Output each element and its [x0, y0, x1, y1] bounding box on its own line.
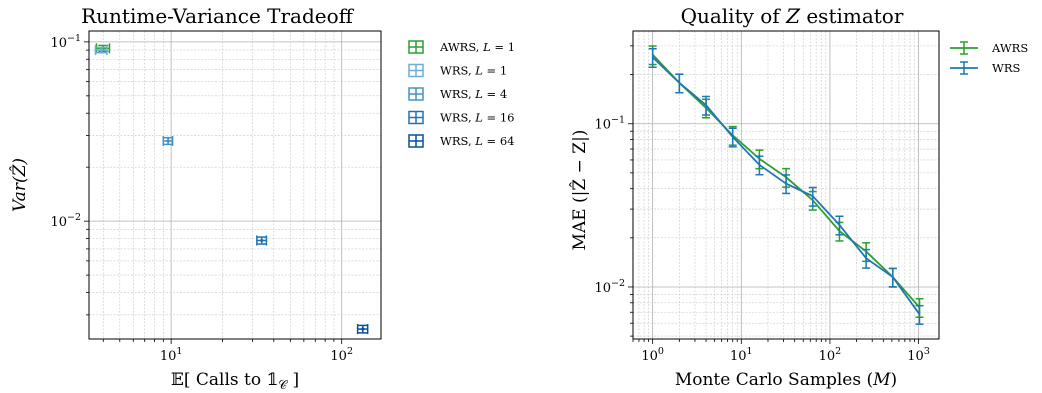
- right-x-tick-label: 100: [641, 346, 664, 364]
- right-error-bar-wrs: [862, 248, 871, 269]
- left-chart-ylabel: Var(Ẑ): [9, 158, 30, 212]
- left-point-marker: [260, 238, 264, 243]
- right-x-tick-label: 103: [907, 346, 930, 364]
- left-legend-label: WRS, L = 1: [440, 64, 507, 78]
- right-chart: Quality of Z estimator 100 101 102 10310−21…: [569, 4, 1028, 390]
- left-legend-label: WRS, L = 64: [440, 134, 515, 148]
- right-chart-ticks: 100 101 102 103 10−2 10−1: [594, 45, 930, 364]
- right-error-bar-wrs: [915, 304, 924, 325]
- left-x-tick-label: 102: [330, 346, 353, 364]
- left-legend-item-0: AWRS, L = 1: [408, 40, 515, 54]
- right-chart-grid: [632, 31, 939, 339]
- right-y-tick-label: 10−1: [594, 115, 625, 133]
- left-y-tick-label: 10−1: [50, 33, 81, 51]
- right-x-tick-label: 101: [730, 346, 753, 364]
- right-error-bar-wrs: [728, 127, 737, 148]
- left-legend-label: WRS, L = 16: [440, 111, 515, 125]
- left-legend-item-4: WRS, L = 64: [408, 134, 515, 148]
- right-legend-label: WRS: [992, 61, 1020, 75]
- right-legend-item-0: AWRS: [950, 41, 1028, 55]
- right-chart-ylabel: MAE (|Ẑ − Z|): [569, 130, 590, 251]
- left-point-marker: [361, 327, 365, 331]
- right-chart-marks: [648, 45, 924, 325]
- left-point-marker: [99, 48, 103, 52]
- right-legend-item-1: WRS: [950, 61, 1020, 75]
- left-point-marker: [166, 139, 170, 143]
- left-chart: Runtime-Variance Tradeoff 101 102 10−2 10−1…: [9, 4, 515, 392]
- left-chart-title: Runtime-Variance Tradeoff: [81, 4, 355, 28]
- left-legend-label: WRS, L = 4: [440, 87, 507, 101]
- right-error-bar-wrs: [675, 73, 684, 94]
- left-point-3-0: [256, 235, 268, 246]
- right-error-bar-wrs: [782, 174, 791, 195]
- left-legend-item-1: WRS, L = 1: [408, 64, 507, 78]
- right-error-bar-wrs: [888, 267, 897, 288]
- left-point-1-0: [94, 45, 108, 56]
- left-legend-label: AWRS, L = 1: [439, 40, 515, 54]
- right-x-tick-label: 102: [819, 346, 842, 364]
- right-error-bar-wrs: [702, 95, 711, 116]
- left-chart-ticks: 101 102 10−2 10−1: [50, 33, 353, 364]
- right-y-tick-label: 10−2: [594, 278, 625, 296]
- right-legend-label: AWRS: [991, 41, 1028, 55]
- left-chart-axes-frame: [88, 30, 382, 340]
- left-chart-xlabel: 𝔼[ Calls to 𝟙𝒞 ]: [171, 370, 299, 392]
- left-legend-item-2: WRS, L = 4: [408, 87, 507, 101]
- right-chart-xlabel: Monte Carlo Samples (M): [675, 370, 897, 390]
- left-chart-legend: AWRS, L = 1 WRS, L = 1 WRS, L = 4 WRS, L = …: [408, 40, 515, 148]
- left-chart-grid: [89, 31, 381, 339]
- left-point-2-0: [162, 135, 174, 146]
- left-legend-item-3: WRS, L = 16: [408, 111, 515, 125]
- right-error-bar-wrs: [648, 47, 657, 69]
- left-point-4-0: [356, 324, 369, 335]
- left-y-tick-label: 10−2: [50, 212, 81, 230]
- right-chart-title: Quality of Z estimator: [681, 4, 904, 28]
- right-error-bar-wrs: [835, 215, 844, 236]
- right-error-bar-wrs: [755, 155, 764, 176]
- left-x-tick-label: 101: [160, 346, 183, 364]
- right-chart-axes-frame: [632, 30, 940, 340]
- right-chart-legend: AWRS WRS: [950, 41, 1028, 75]
- right-error-bar-wrs: [808, 186, 817, 207]
- left-chart-marks: [94, 43, 369, 335]
